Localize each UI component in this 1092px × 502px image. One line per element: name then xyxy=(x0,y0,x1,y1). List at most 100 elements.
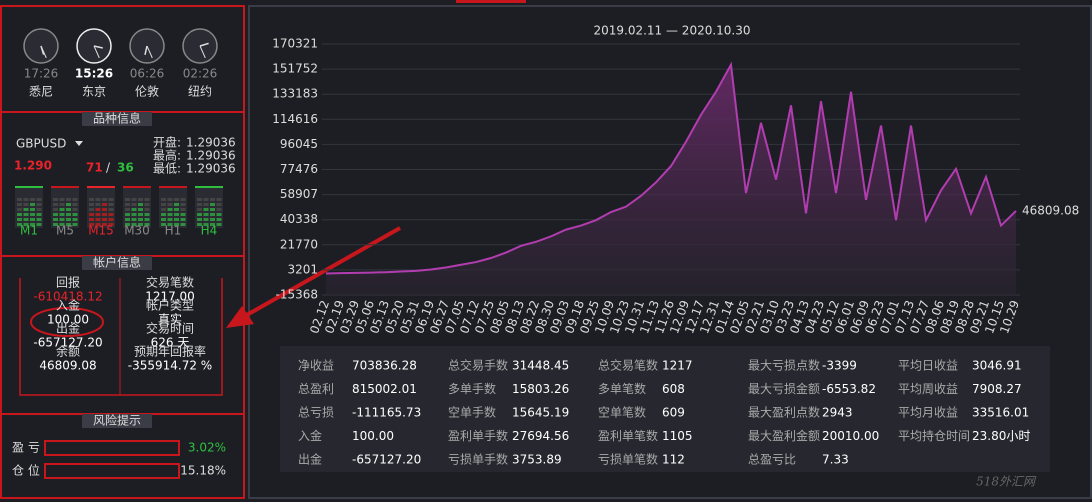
signal-cell xyxy=(66,208,71,211)
signal-cell xyxy=(138,198,143,201)
signal-cell xyxy=(108,223,114,226)
y-tick-label: 77476 xyxy=(280,162,318,176)
stat-value: 33516.01 xyxy=(972,406,1029,420)
signal-cell xyxy=(216,218,222,221)
signal-cell xyxy=(30,198,35,201)
signal-cell xyxy=(108,198,114,201)
stat-label: 出金 xyxy=(298,452,322,467)
signal-cell xyxy=(203,218,209,221)
stat-value: 815002.01 xyxy=(352,382,417,396)
price: 1.290 xyxy=(14,159,52,173)
stat-label: 多单手数 xyxy=(448,381,496,396)
account-value: 1217.00 xyxy=(145,290,195,304)
signal-cell xyxy=(210,213,215,216)
signal-top xyxy=(159,186,187,188)
quote-label: 最低: xyxy=(153,162,181,176)
signal-cell xyxy=(53,223,58,226)
clock-hand xyxy=(199,45,206,59)
stat-label: 最大亏损金额 xyxy=(748,381,820,396)
stat-value: 703836.28 xyxy=(352,359,417,373)
signal-cell xyxy=(144,218,150,221)
price-ask: 36 xyxy=(117,161,134,175)
signal-cell xyxy=(102,208,107,211)
signal-cell xyxy=(95,203,101,206)
signal-cell xyxy=(72,203,78,206)
signal-cell xyxy=(23,218,29,221)
signal-cell xyxy=(180,223,186,226)
signal-cell xyxy=(89,203,94,206)
clock-time: 17:26 xyxy=(24,67,59,81)
signal-cell xyxy=(66,218,71,221)
signal-cell xyxy=(138,218,143,221)
signal-cell xyxy=(144,203,150,206)
y-tick-label: 170321 xyxy=(272,37,318,51)
stat-label: 最大盈利金额 xyxy=(748,428,820,443)
clock-hand xyxy=(93,45,103,49)
account-label: 入金 xyxy=(56,298,80,313)
stat-label: 最大盈利点数 xyxy=(748,405,820,420)
clock-city: 纽约 xyxy=(188,84,212,99)
signal-cell xyxy=(36,198,42,201)
signal-cell xyxy=(36,203,42,206)
dropdown[interactable] xyxy=(75,141,83,146)
signal-cell xyxy=(174,218,179,221)
account-label: 交易时间 xyxy=(146,321,194,336)
signal-cell xyxy=(72,198,78,201)
timeframe: M5 xyxy=(56,224,74,238)
signal-cell xyxy=(138,203,143,206)
risk-bar xyxy=(44,463,180,479)
signal-cell xyxy=(17,223,22,226)
y-tick-label: 58907 xyxy=(280,187,318,201)
signal-cell xyxy=(36,218,42,221)
signal-cell xyxy=(138,208,143,211)
signal-cell xyxy=(131,218,137,221)
signal-cell xyxy=(203,208,209,211)
price-slash: / xyxy=(106,161,111,175)
signal-cell xyxy=(144,208,150,211)
signal-cell xyxy=(89,198,94,201)
signal-cell xyxy=(89,218,94,221)
signal-cell xyxy=(95,213,101,216)
signal-cell xyxy=(138,213,143,216)
signal-cell xyxy=(167,218,173,221)
signal-cell xyxy=(144,213,150,216)
quote-value: 1.29036 xyxy=(186,136,236,150)
headers: 品种信息 帐户信息 风险提示 xyxy=(82,111,152,428)
signal-cell xyxy=(216,223,222,226)
clock-hand xyxy=(93,45,100,59)
signal-cell xyxy=(17,203,22,206)
signal-cell xyxy=(197,213,202,216)
signal-cell xyxy=(167,213,173,216)
account-value: 100.00 xyxy=(47,313,89,327)
stat-value: 3046.91 xyxy=(972,359,1022,373)
signal-cell xyxy=(144,223,150,226)
stat-label: 平均持仓时间 xyxy=(898,428,970,443)
signal-cell xyxy=(17,208,22,211)
signal-cell xyxy=(59,218,65,221)
signal-cell xyxy=(66,198,71,201)
clock-hand xyxy=(40,45,47,59)
account-value: 46809.08 xyxy=(39,359,96,373)
signal-cell xyxy=(23,203,29,206)
clock-hand xyxy=(144,45,148,55)
clock-city: 东京 xyxy=(82,85,106,99)
stat-value: 608 xyxy=(662,382,685,396)
signal-cell xyxy=(89,213,94,216)
account-value: -610418.12 xyxy=(33,290,102,304)
signal-cell xyxy=(36,223,42,226)
signal-cell xyxy=(197,223,202,226)
risk-label: 盈 亏 xyxy=(12,441,40,455)
signal-cell xyxy=(23,213,29,216)
watermark: 518外汇网 xyxy=(976,475,1037,489)
y-tick-label: 151752 xyxy=(272,62,318,76)
stat-value: 3753.89 xyxy=(512,453,562,467)
stat-label: 平均月收益 xyxy=(898,406,958,420)
signal-cell xyxy=(210,198,215,201)
signal-cell xyxy=(131,213,137,216)
stat-label: 平均日收益 xyxy=(898,359,958,373)
symbol-name: GBPUSD xyxy=(16,137,66,151)
stat-label: 入金 xyxy=(298,428,322,443)
signal-cell xyxy=(108,218,114,221)
signal-top xyxy=(87,186,115,188)
quote-value: 1.29036 xyxy=(186,149,236,163)
